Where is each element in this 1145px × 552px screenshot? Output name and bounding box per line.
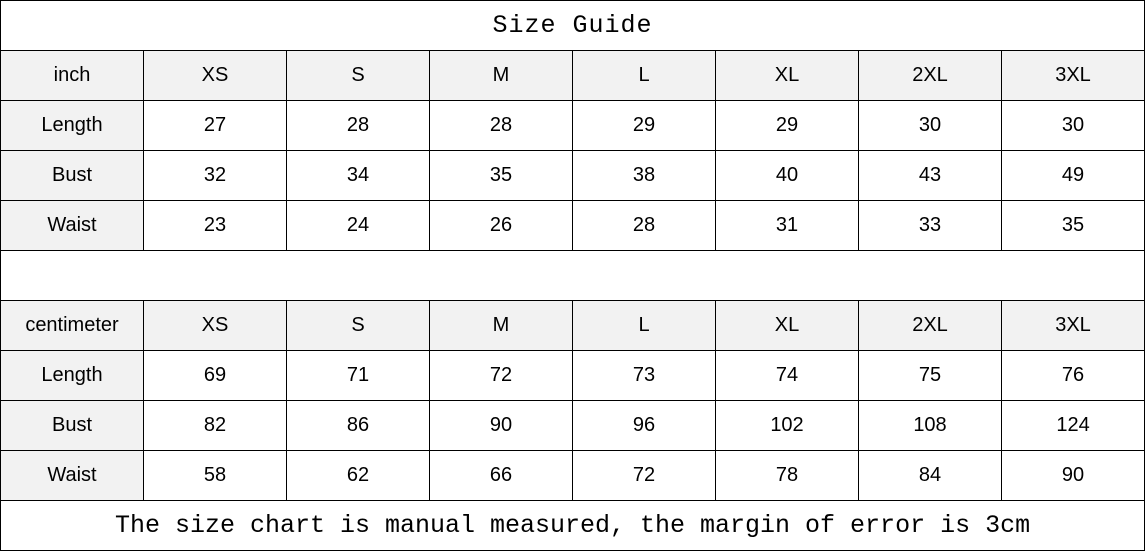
title-row: Size Guide xyxy=(0,0,1145,51)
size-header-l: L xyxy=(572,50,716,101)
measurement-cell: 90 xyxy=(429,400,573,451)
row-label-bust: Bust xyxy=(0,400,144,451)
measurement-cell: 23 xyxy=(143,200,287,251)
measurement-cell: 73 xyxy=(572,350,716,401)
row-label-waist: Waist xyxy=(0,200,144,251)
measurement-cell: 28 xyxy=(286,100,430,151)
measurement-cell: 43 xyxy=(858,150,1002,201)
measurement-cell: 66 xyxy=(429,450,573,501)
measurement-cell: 62 xyxy=(286,450,430,501)
measurement-cell: 35 xyxy=(1000,200,1145,251)
size-header-3xl: 3XL xyxy=(1000,300,1145,351)
measurement-cell: 74 xyxy=(715,350,859,401)
row-label-length: Length xyxy=(0,100,144,151)
page-title: Size Guide xyxy=(0,0,1145,51)
footer-row: The size chart is manual measured, the m… xyxy=(0,500,1145,551)
size-header-s: S xyxy=(286,300,430,351)
size-header-m: M xyxy=(429,300,573,351)
measurement-cell: 102 xyxy=(715,400,859,451)
table-row: Length 69 71 72 73 74 75 76 xyxy=(0,350,1145,401)
measurement-cell: 29 xyxy=(715,100,859,151)
measurement-cell: 78 xyxy=(715,450,859,501)
measurement-cell: 69 xyxy=(143,350,287,401)
size-header-2xl: 2XL xyxy=(858,300,1002,351)
size-header-2xl: 2XL xyxy=(858,50,1002,101)
measurement-cell: 58 xyxy=(143,450,287,501)
measurement-cell: 124 xyxy=(1000,400,1145,451)
row-label-length: Length xyxy=(0,350,144,401)
size-header-xs: XS xyxy=(143,300,287,351)
unit-label: centimeter xyxy=(0,300,144,351)
table-row: Waist 58 62 66 72 78 84 90 xyxy=(0,450,1145,501)
measurement-cell: 24 xyxy=(286,200,430,251)
measurement-cell: 84 xyxy=(858,450,1002,501)
measurement-cell: 30 xyxy=(1000,100,1145,151)
measurement-cell: 76 xyxy=(1000,350,1145,401)
size-header-m: M xyxy=(429,50,573,101)
row-label-waist: Waist xyxy=(0,450,144,501)
measurement-cell: 30 xyxy=(858,100,1002,151)
measurement-cell: 31 xyxy=(715,200,859,251)
inch-table-header-row: inch XS S M L XL 2XL 3XL xyxy=(0,50,1145,101)
measurement-cell: 38 xyxy=(572,150,716,201)
row-label-bust: Bust xyxy=(0,150,144,201)
measurement-cell: 32 xyxy=(143,150,287,201)
measurement-cell: 108 xyxy=(858,400,1002,451)
spacer-cell xyxy=(0,250,1145,301)
cm-table-header-row: centimeter XS S M L XL 2XL 3XL xyxy=(0,300,1145,351)
measurement-cell: 28 xyxy=(572,200,716,251)
table-row: Bust 32 34 35 38 40 43 49 xyxy=(0,150,1145,201)
spacer-row xyxy=(0,250,1145,301)
size-header-3xl: 3XL xyxy=(1000,50,1145,101)
footer-note: The size chart is manual measured, the m… xyxy=(0,500,1145,551)
measurement-cell: 82 xyxy=(143,400,287,451)
size-header-xs: XS xyxy=(143,50,287,101)
table-row: Length 27 28 28 29 29 30 30 xyxy=(0,100,1145,151)
size-header-l: L xyxy=(572,300,716,351)
measurement-cell: 40 xyxy=(715,150,859,201)
table-row: Bust 82 86 90 96 102 108 124 xyxy=(0,400,1145,451)
size-header-s: S xyxy=(286,50,430,101)
measurement-cell: 35 xyxy=(429,150,573,201)
measurement-cell: 27 xyxy=(143,100,287,151)
measurement-cell: 34 xyxy=(286,150,430,201)
measurement-cell: 72 xyxy=(572,450,716,501)
measurement-cell: 49 xyxy=(1000,150,1145,201)
measurement-cell: 29 xyxy=(572,100,716,151)
measurement-cell: 72 xyxy=(429,350,573,401)
table-row: Waist 23 24 26 28 31 33 35 xyxy=(0,200,1145,251)
measurement-cell: 28 xyxy=(429,100,573,151)
measurement-cell: 86 xyxy=(286,400,430,451)
size-header-xl: XL xyxy=(715,50,859,101)
size-header-xl: XL xyxy=(715,300,859,351)
measurement-cell: 26 xyxy=(429,200,573,251)
measurement-cell: 96 xyxy=(572,400,716,451)
measurement-cell: 75 xyxy=(858,350,1002,401)
unit-label: inch xyxy=(0,50,144,101)
measurement-cell: 71 xyxy=(286,350,430,401)
measurement-cell: 90 xyxy=(1000,450,1145,501)
measurement-cell: 33 xyxy=(858,200,1002,251)
